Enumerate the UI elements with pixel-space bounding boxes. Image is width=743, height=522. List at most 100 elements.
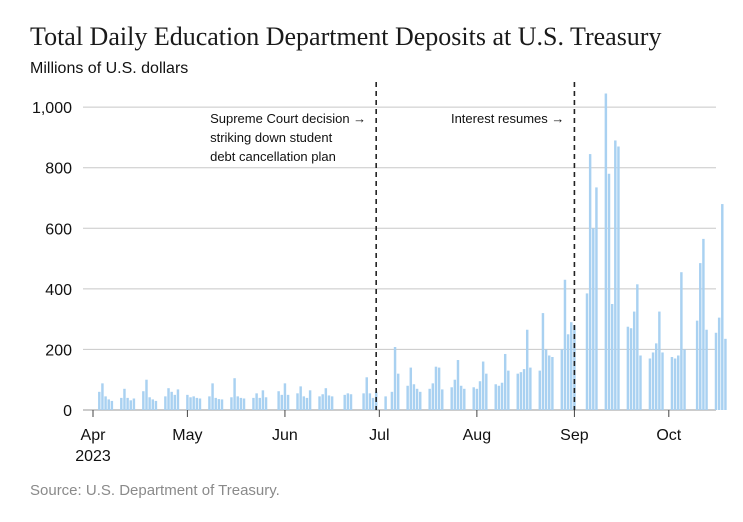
bar [280, 394, 284, 410]
bar [384, 396, 387, 410]
bar [142, 391, 145, 410]
y-tick-label: 1,000 [32, 100, 72, 117]
y-tick-label: 200 [45, 342, 72, 359]
bar [617, 146, 620, 410]
bar [566, 334, 570, 410]
bar [441, 389, 444, 410]
bar-series [98, 93, 727, 410]
bar [242, 398, 246, 410]
bar [544, 349, 548, 410]
bar [412, 384, 416, 410]
gridlines [83, 106, 716, 411]
bar [283, 383, 287, 410]
bar [192, 396, 195, 410]
bar [286, 394, 290, 410]
bar [629, 328, 633, 410]
y-tick-label: 0 [63, 403, 72, 420]
bar [573, 325, 576, 410]
bar [721, 204, 724, 410]
bar [472, 387, 475, 410]
bar [186, 394, 189, 410]
bar [101, 383, 104, 410]
bar [434, 366, 438, 410]
bar [390, 391, 394, 410]
bar [252, 397, 255, 410]
bar [126, 397, 129, 410]
bar [683, 349, 686, 410]
event-annotation-text: striking down student [210, 130, 333, 145]
bar [724, 338, 727, 410]
bar [151, 399, 155, 410]
bar [632, 311, 636, 410]
bar [651, 352, 655, 410]
bar [636, 284, 639, 410]
bar [230, 397, 233, 410]
bar [695, 320, 699, 410]
bar [110, 400, 114, 410]
x-tick-label: Jun [272, 427, 298, 444]
bar [610, 304, 614, 410]
bar [368, 393, 372, 410]
bar [648, 358, 652, 410]
y-tick-label: 400 [45, 282, 72, 299]
bar [164, 396, 167, 410]
bar [220, 399, 224, 410]
bar [702, 238, 705, 410]
event-annotation-text: debt cancellation plan [210, 149, 336, 164]
bar [450, 387, 453, 410]
bar [585, 293, 589, 410]
bar [104, 396, 107, 410]
bar [538, 370, 542, 410]
bar [428, 388, 431, 410]
bar [198, 398, 202, 410]
bar [431, 383, 435, 410]
bar [396, 373, 400, 410]
bar [349, 394, 353, 410]
bar [604, 93, 608, 410]
bar [507, 370, 510, 410]
bar [321, 394, 324, 410]
x-tick-label: Aug [463, 427, 491, 444]
bar [107, 399, 110, 410]
bar [670, 357, 674, 410]
bar [680, 272, 683, 410]
bar [437, 367, 441, 410]
bar [371, 397, 375, 410]
bar [497, 385, 501, 410]
bar [132, 398, 136, 410]
bar [551, 357, 554, 410]
bar [519, 372, 523, 410]
bar [639, 355, 642, 410]
bar [409, 367, 413, 410]
bar [324, 388, 328, 410]
bar [588, 154, 592, 410]
bar [173, 394, 177, 410]
bar [120, 397, 123, 410]
bar [475, 388, 479, 410]
bar [318, 396, 321, 410]
bar-chart: Supreme Court decision → striking down st… [32, 82, 727, 465]
event-annotation-text: Interest resumes → [451, 111, 564, 126]
event-markers: Supreme Court decision → striking down st… [210, 82, 576, 410]
bar [167, 388, 170, 410]
bar [302, 396, 306, 410]
bar [592, 228, 595, 410]
bar [459, 385, 463, 410]
bar [699, 263, 702, 410]
bar [456, 360, 460, 410]
bar [154, 400, 158, 410]
bar [626, 326, 630, 410]
bar [296, 393, 299, 410]
x-tick-label: Apr [81, 427, 107, 444]
bar [129, 400, 132, 410]
bar [705, 329, 708, 410]
bar [214, 397, 217, 410]
bar [330, 396, 334, 410]
bar [211, 383, 214, 410]
bar [548, 355, 551, 410]
bar [195, 397, 199, 410]
bar [170, 391, 173, 410]
bar [717, 317, 721, 410]
bar [563, 279, 567, 410]
bar [365, 377, 368, 410]
